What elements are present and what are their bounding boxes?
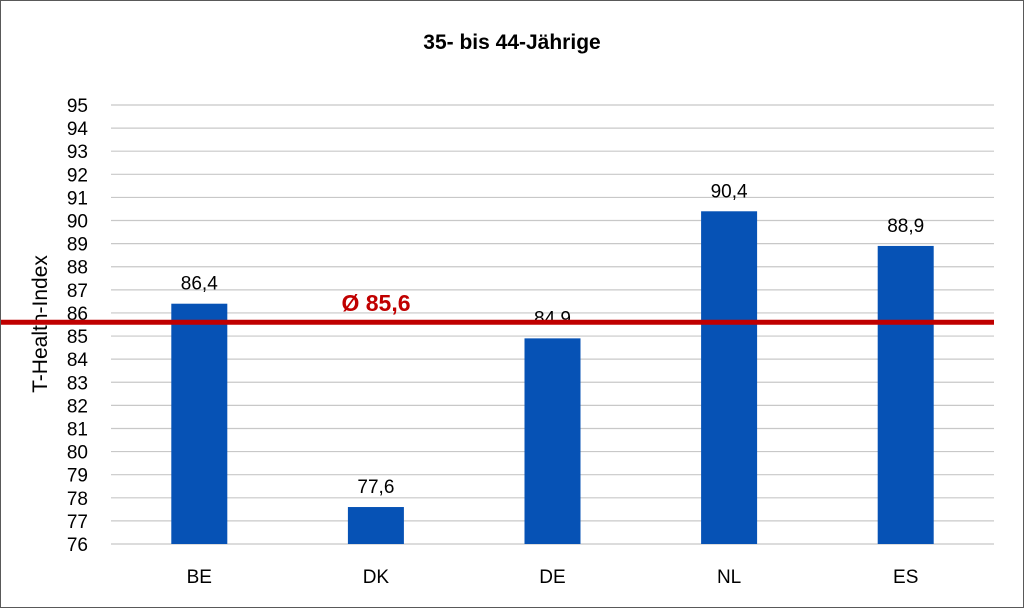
gridlines xyxy=(111,104,994,545)
category-label: DK xyxy=(363,567,390,588)
y-tick-label: 84 xyxy=(67,350,89,371)
y-tick-label: 91 xyxy=(67,188,88,209)
y-tick-label: 87 xyxy=(67,281,88,302)
data-label: 88,9 xyxy=(887,216,924,237)
bar-be xyxy=(171,303,228,544)
y-tick-label: 88 xyxy=(67,258,88,279)
category-label: DE xyxy=(539,567,565,588)
bars xyxy=(171,211,934,544)
y-tick-label: 78 xyxy=(67,489,88,510)
y-tick-label: 95 xyxy=(67,96,88,117)
y-tick-label: 80 xyxy=(67,443,88,464)
y-tick-label: 90 xyxy=(67,212,88,233)
y-tick-label: 83 xyxy=(67,373,88,394)
data-label: 86,4 xyxy=(181,274,218,295)
category-label: BE xyxy=(187,567,212,588)
bar-nl xyxy=(701,211,758,544)
data-label: 84.9 xyxy=(534,308,571,329)
y-tick-label: 82 xyxy=(67,396,88,417)
category-label: NL xyxy=(717,567,741,588)
y-tick-label: 93 xyxy=(67,142,88,163)
data-label: 90,4 xyxy=(711,181,748,202)
average-label: Ø 85,6 xyxy=(341,290,410,316)
y-tick-label: 85 xyxy=(67,327,88,348)
data-labels: 86,4 77,6 84.9 90,4 88,9 xyxy=(181,181,924,498)
y-tick-label: 79 xyxy=(67,466,88,487)
category-label: ES xyxy=(893,567,918,588)
chart-title: 35- bis 44-Jährige xyxy=(423,31,600,54)
y-tick-label: 92 xyxy=(67,165,88,186)
y-tick-label: 77 xyxy=(67,512,88,533)
bar-de xyxy=(524,338,581,544)
category-labels: BE DK DE NL ES xyxy=(187,567,919,588)
bar-dk xyxy=(347,507,404,544)
bar-es xyxy=(877,245,934,544)
y-tick-label: 94 xyxy=(67,119,89,140)
y-tick-label: 76 xyxy=(67,535,88,556)
y-tick-label: 81 xyxy=(67,419,88,440)
y-tick-label: 89 xyxy=(67,235,88,256)
data-label: 77,6 xyxy=(357,477,394,498)
